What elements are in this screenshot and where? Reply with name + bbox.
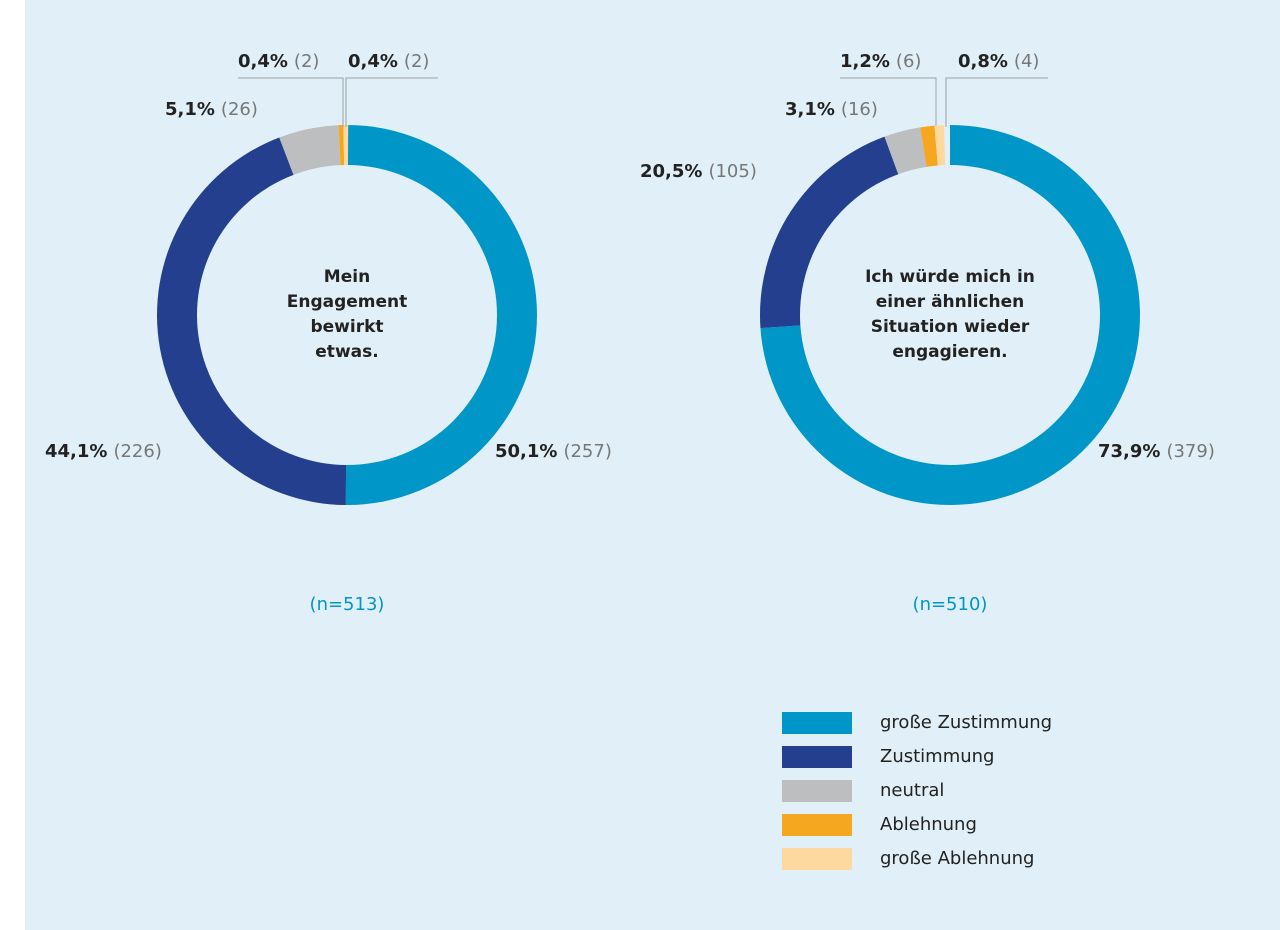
chart-subtitle: (n=510) bbox=[913, 594, 988, 615]
value-label: 5,1% bbox=[165, 99, 215, 120]
legend-label: große Ablehnung bbox=[880, 848, 1034, 869]
legend-swatch bbox=[782, 780, 852, 802]
value-label: 0,4% bbox=[238, 51, 288, 72]
slice-label: 0,4% (2) bbox=[348, 51, 429, 72]
count-label: (2) bbox=[294, 51, 320, 72]
legend-swatch bbox=[782, 848, 852, 870]
count-label: (257) bbox=[563, 441, 611, 462]
legend-swatch bbox=[782, 712, 852, 734]
donut-slice bbox=[157, 137, 347, 505]
value-label: 0,8% bbox=[958, 51, 1008, 72]
slice-label: 3,1% (16) bbox=[785, 99, 878, 120]
value-label: 1,2% bbox=[840, 51, 890, 72]
value-label: 3,1% bbox=[785, 99, 835, 120]
legend-swatch bbox=[782, 746, 852, 768]
legend-label: große Zustimmung bbox=[880, 712, 1052, 733]
value-label: 20,5% bbox=[640, 161, 702, 182]
slice-label: 5,1% (26) bbox=[165, 99, 258, 120]
donut-slice bbox=[343, 124, 349, 166]
value-label: 0,4% bbox=[348, 51, 398, 72]
donut-slice bbox=[920, 125, 938, 167]
legend-label: Zustimmung bbox=[880, 746, 995, 767]
donut-slice bbox=[934, 125, 946, 166]
legend-label: neutral bbox=[880, 780, 944, 801]
count-label: (226) bbox=[113, 441, 161, 462]
value-label: 50,1% bbox=[495, 441, 557, 462]
count-label: (6) bbox=[896, 51, 922, 72]
donut-slice bbox=[338, 125, 345, 166]
count-label: (379) bbox=[1166, 441, 1214, 462]
donut-slice bbox=[884, 127, 927, 175]
count-label: (2) bbox=[404, 51, 430, 72]
slice-label: 73,9% (379) bbox=[1098, 441, 1215, 462]
count-label: (105) bbox=[708, 161, 756, 182]
value-label: 44,1% bbox=[45, 441, 107, 462]
count-label: (4) bbox=[1014, 51, 1040, 72]
chart-subtitle: (n=513) bbox=[310, 594, 385, 615]
donut-slice bbox=[345, 125, 538, 505]
slice-label: 44,1% (226) bbox=[45, 441, 162, 462]
background bbox=[25, 0, 1280, 930]
chart-title: Ich würde mich in einer ähnlichen Situat… bbox=[865, 267, 1035, 362]
legend-label: Ablehnung bbox=[880, 814, 977, 835]
center-title-box: Mein Engagement bewirkt etwas. bbox=[286, 267, 408, 362]
leader-line bbox=[238, 77, 344, 127]
slice-label: 1,2% (6) bbox=[840, 51, 921, 72]
slice-label: 0,4% (2) bbox=[238, 51, 319, 72]
slice-label: 20,5% (105) bbox=[640, 161, 757, 182]
chart-title: Mein Engagement bewirkt etwas. bbox=[286, 267, 408, 362]
leader-line bbox=[945, 77, 1048, 127]
count-label: (16) bbox=[841, 99, 878, 120]
count-label: (26) bbox=[221, 99, 258, 120]
value-label: 73,9% bbox=[1098, 441, 1160, 462]
slice-label: 50,1% (257) bbox=[495, 441, 612, 462]
leader-line bbox=[345, 77, 438, 127]
leader-line bbox=[840, 77, 937, 127]
center-title-box: Ich würde mich in einer ähnlichen Situat… bbox=[865, 267, 1035, 362]
slice-label: 0,8% (4) bbox=[958, 51, 1039, 72]
donut-slice bbox=[279, 125, 341, 175]
donut-slice bbox=[760, 136, 899, 329]
legend-swatch bbox=[782, 814, 852, 836]
